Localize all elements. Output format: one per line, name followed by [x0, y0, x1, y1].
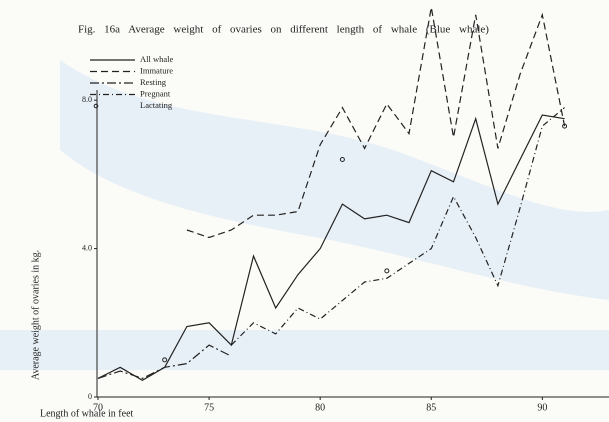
- watermark: [0, 60, 609, 370]
- y-tick-label: 4.0: [82, 243, 92, 252]
- legend-label: Lactating: [140, 100, 173, 110]
- legend-label: Pregnant: [140, 88, 171, 98]
- legend-marker: [93, 103, 99, 109]
- legend-label: Immature: [140, 65, 173, 75]
- x-tick-label: 75: [204, 402, 214, 413]
- point: [339, 157, 345, 163]
- x-tick-label: 85: [426, 402, 436, 413]
- point: [562, 123, 568, 129]
- point: [384, 268, 390, 274]
- x-tick-label: 90: [537, 402, 547, 413]
- x-axis-label: Length of whale in feet: [40, 408, 134, 419]
- x-tick-label: 70: [93, 402, 103, 413]
- legend-label: Resting: [140, 77, 167, 87]
- y-axis-label: Average weight of ovaries in kg.: [30, 250, 41, 380]
- series-line: [97, 344, 232, 380]
- y-tick-label: 0: [88, 392, 92, 401]
- series-line: [186, 7, 566, 239]
- series-line: [97, 114, 565, 381]
- series-line: [230, 107, 565, 346]
- legend-label: All whale: [140, 54, 174, 64]
- y-tick-label: 8.0: [82, 95, 92, 104]
- x-tick-label: 80: [315, 402, 325, 413]
- point: [162, 357, 168, 363]
- chart-title: Fig. 16a Average weight of ovaries on di…: [78, 24, 489, 36]
